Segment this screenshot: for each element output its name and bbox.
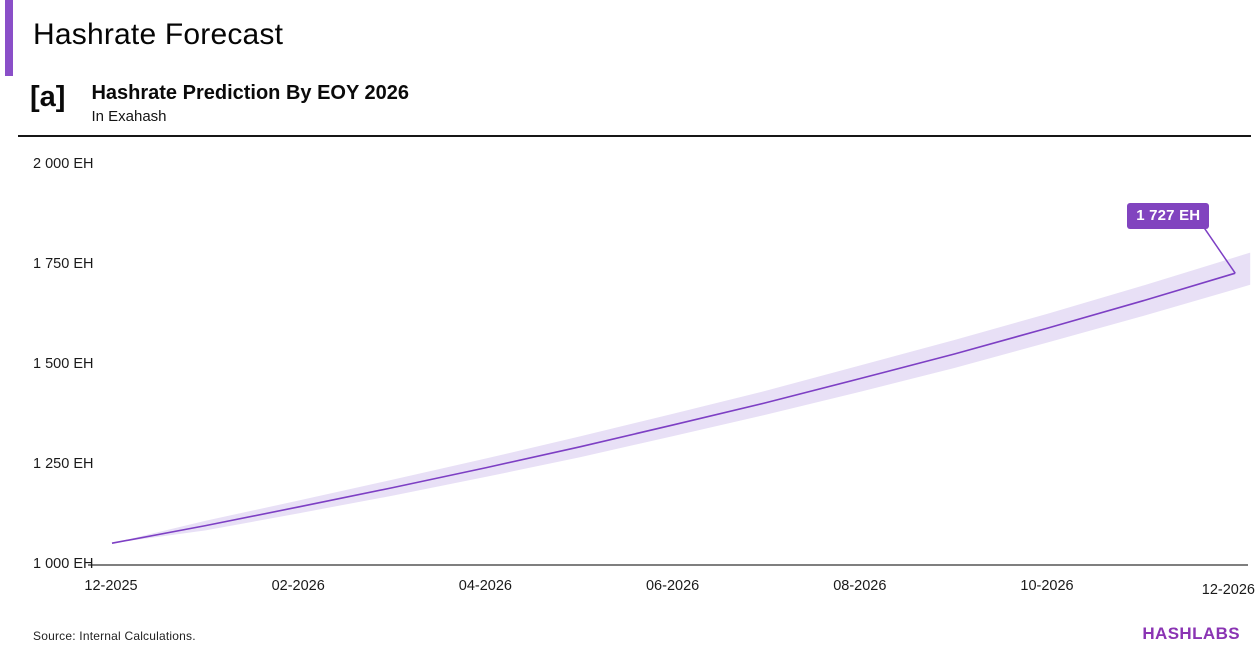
annotation-badge: 1 727 EH (1127, 203, 1210, 230)
confidence-band (112, 252, 1251, 544)
header-accent-bar (5, 0, 13, 76)
page-title: Hashrate Forecast (33, 18, 284, 51)
chart-title: Hashrate Prediction By EOY 2026 (91, 82, 410, 104)
source-note: Source: Internal Calculations. (33, 629, 196, 643)
y-tick-label: 2 000 EH (33, 156, 94, 172)
x-tick-label: 12-2026 (1201, 582, 1255, 598)
x-tick-label: 10-2026 (1020, 578, 1074, 594)
x-tick-label: 08-2026 (833, 578, 887, 594)
chart-titles: Hashrate Prediction By EOY 2026 In Exaha… (91, 82, 409, 125)
x-tick-label: 04-2026 (458, 578, 512, 594)
y-tick-label: 1 000 EH (33, 556, 94, 572)
y-tick-label: 1 250 EH (33, 456, 94, 472)
y-tick-label: 1 500 EH (33, 356, 94, 372)
chart-header: [a] Hashrate Prediction By EOY 2026 In E… (30, 82, 409, 125)
x-tick-label: 06-2026 (645, 578, 700, 594)
header-divider (18, 135, 1251, 137)
chart-subtitle: In Exahash (91, 108, 167, 125)
x-tick-label: 02-2026 (271, 578, 325, 594)
brand-logo: HASHLABS (1142, 624, 1240, 643)
figure-index-label: [a] (30, 81, 66, 113)
y-tick-label: 1 750 EH (33, 256, 94, 272)
x-tick-label: 12-2025 (84, 578, 138, 594)
forecast-line (111, 272, 1236, 544)
